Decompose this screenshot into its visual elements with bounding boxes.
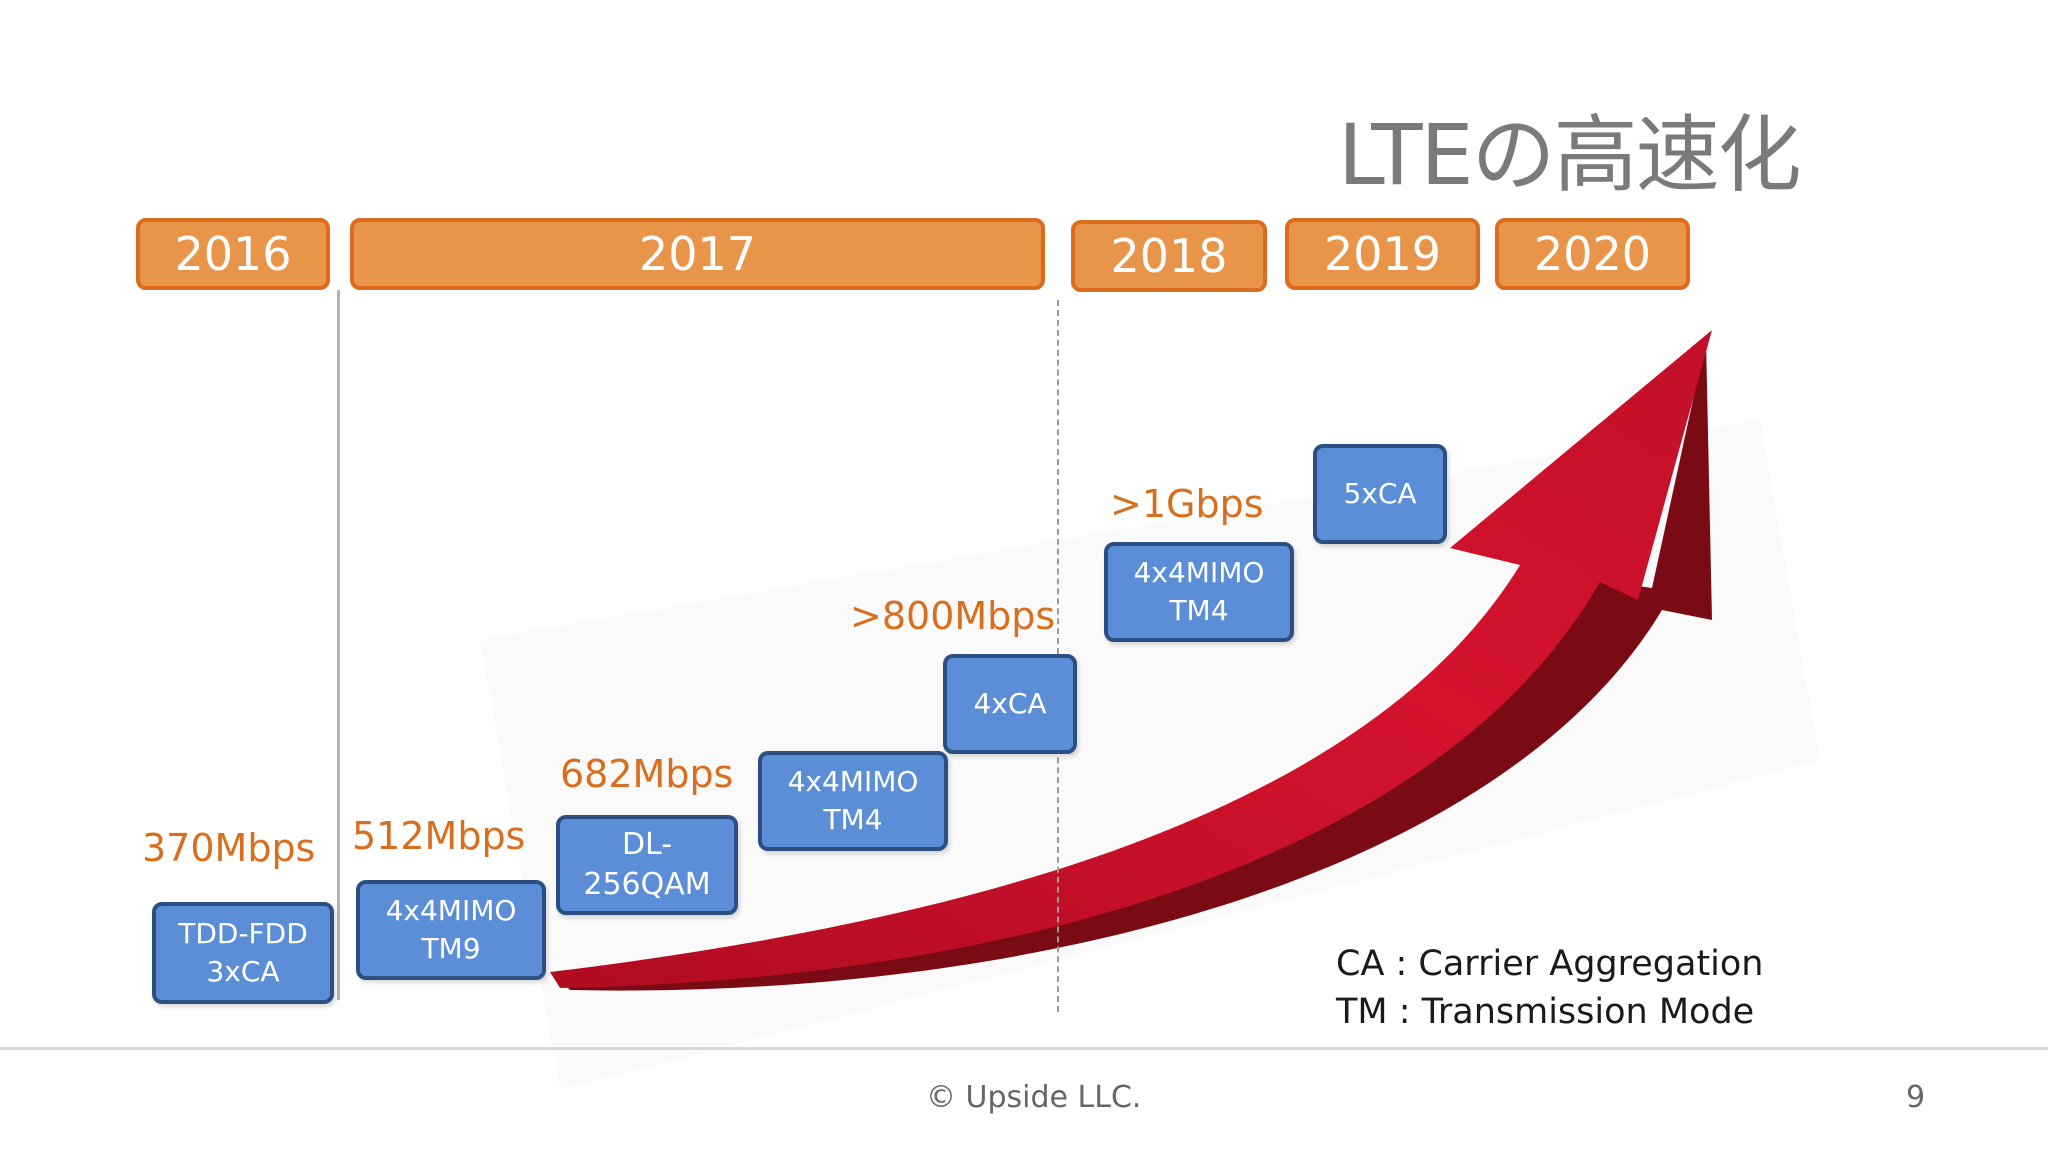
speed-label-512: 512Mbps bbox=[352, 814, 526, 858]
tech-line2: TM9 bbox=[421, 932, 481, 965]
tech-line1: 4x4MIMO bbox=[787, 765, 919, 799]
tech-box-mimo-tm4-2018: 4x4MIMO TM4 bbox=[1104, 542, 1294, 642]
legend-ca: CA : Carrier Aggregation bbox=[1336, 944, 1764, 984]
tech-line2: 256QAM bbox=[583, 867, 711, 902]
tech-box-mimo-tm4-2017: 4x4MIMO TM4 bbox=[758, 751, 948, 851]
footer-divider bbox=[0, 1047, 2048, 1050]
tech-line1: 5xCA bbox=[1343, 477, 1417, 511]
speed-label-370: 370Mbps bbox=[142, 826, 316, 870]
tech-line2: 3xCA bbox=[206, 955, 280, 988]
legend-tm: TM : Transmission Mode bbox=[1336, 992, 1755, 1032]
slide-title: LTEの高速化 bbox=[1338, 106, 1802, 204]
tech-box-4xca: 4xCA bbox=[943, 654, 1077, 754]
year-2020: 2020 bbox=[1495, 218, 1690, 290]
tech-line1: 4x4MIMO bbox=[1133, 556, 1265, 590]
tech-box-mimo-tm9: 4x4MIMO TM9 bbox=[356, 880, 546, 980]
year-2019: 2019 bbox=[1285, 218, 1480, 290]
year-2018: 2018 bbox=[1071, 220, 1267, 292]
tech-line1: TDD-FDD bbox=[178, 917, 308, 951]
tech-line2: TM4 bbox=[1169, 594, 1229, 627]
tech-box-tdd-fdd-3xca: TDD-FDD 3xCA bbox=[152, 902, 334, 1004]
tech-box-256qam: DL- 256QAM bbox=[556, 815, 738, 915]
year-2017: 2017 bbox=[350, 218, 1045, 290]
divider-2016-2017 bbox=[337, 290, 340, 1000]
tech-line1: 4xCA bbox=[973, 687, 1047, 721]
tech-box-5xca: 5xCA bbox=[1313, 444, 1447, 544]
speed-label-1g: >1Gbps bbox=[1110, 482, 1264, 526]
footer-copyright: © Upside LLC. bbox=[926, 1080, 1142, 1115]
page-number: 9 bbox=[1906, 1080, 1926, 1115]
year-2016: 2016 bbox=[136, 218, 330, 290]
speed-label-682: 682Mbps bbox=[560, 752, 734, 796]
speed-label-800: >800Mbps bbox=[850, 594, 1056, 638]
tech-line1: DL- bbox=[621, 826, 673, 862]
tech-line1: 4x4MIMO bbox=[385, 894, 517, 928]
tech-line2: TM4 bbox=[823, 803, 883, 836]
